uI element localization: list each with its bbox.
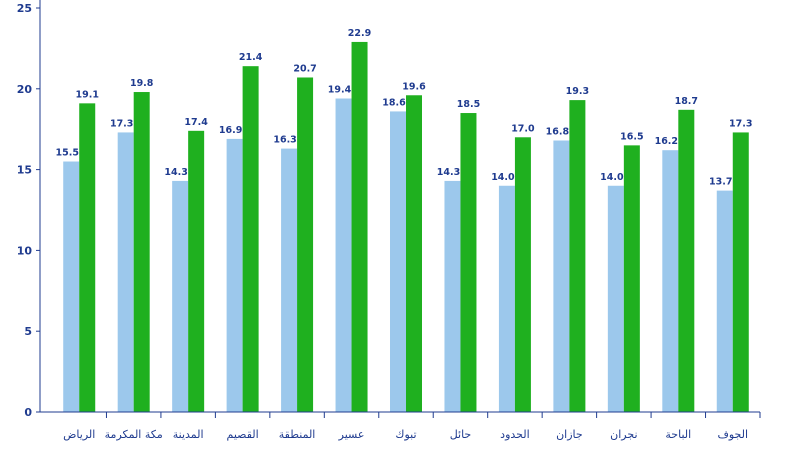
data-label: 16.8 <box>546 127 570 138</box>
bar-series-1 <box>607 185 624 412</box>
data-label: 15.5 <box>56 148 79 159</box>
bar-series-1 <box>226 138 243 412</box>
bar-series-2 <box>351 41 368 412</box>
bar-series-1 <box>281 148 298 413</box>
bar-series-1 <box>662 150 679 412</box>
bar-series-1 <box>172 180 189 412</box>
data-label: 19.4 <box>328 84 352 95</box>
y-axis: 0 5 10 15 20 25 <box>17 0 41 419</box>
bar-series-2 <box>79 103 96 413</box>
data-label: 18.6 <box>382 97 406 108</box>
x-tick-label: عسير <box>338 428 365 441</box>
data-label: 18.7 <box>675 96 698 107</box>
data-label: 14.3 <box>437 167 460 178</box>
data-label: 17.3 <box>110 118 133 129</box>
data-label: 14.0 <box>491 172 515 183</box>
x-tick-label: حائل <box>450 428 472 441</box>
x-tick-label: الحدود <box>500 428 530 441</box>
x-tick-label: تبوك <box>395 428 416 441</box>
bar-series-2 <box>569 100 586 412</box>
y-tick-label: 20 <box>17 83 33 96</box>
data-label: 19.1 <box>76 89 99 100</box>
data-label: 19.8 <box>130 78 154 89</box>
x-tick-label: نجران <box>610 428 637 441</box>
data-label: 16.9 <box>219 125 242 136</box>
bar-series-1 <box>716 190 733 412</box>
x-tick-label: المنطقة <box>279 428 316 441</box>
bar-series-2 <box>460 113 477 412</box>
y-tick-label: 15 <box>17 164 32 177</box>
y-tick-label: 5 <box>24 325 32 338</box>
data-label: 22.9 <box>348 28 371 39</box>
bar-series-2 <box>514 137 531 412</box>
data-labels: 15.5 19.1 17.3 19.8 14.3 17.4 16.9 21.4 16.3 20.7… <box>56 28 753 188</box>
data-label: 13.7 <box>709 177 732 188</box>
data-label: 18.5 <box>457 99 480 110</box>
bar-series-1 <box>498 185 515 412</box>
bar-series-2 <box>623 145 640 413</box>
y-tick-label: 10 <box>17 244 33 257</box>
data-label: 16.3 <box>273 135 296 146</box>
data-label: 20.7 <box>293 63 316 74</box>
data-label: 21.4 <box>239 52 263 63</box>
data-label: 16.2 <box>655 136 678 147</box>
data-label: 19.6 <box>402 81 426 92</box>
bar-series-1 <box>390 111 406 412</box>
bar-series-1 <box>335 98 352 412</box>
data-label: 17.3 <box>729 118 752 129</box>
bar-series-2 <box>678 109 695 413</box>
bars <box>63 41 749 413</box>
data-label: 14.3 <box>164 167 187 178</box>
y-tick-label: 0 <box>24 406 32 419</box>
bar-series-2 <box>406 95 422 412</box>
data-label: 17.4 <box>184 117 208 128</box>
bar-series-2 <box>188 130 205 413</box>
bar-series-2 <box>732 132 749 412</box>
data-label: 16.5 <box>620 131 643 142</box>
x-tick-label: القصيم <box>227 428 259 441</box>
data-label: 17.0 <box>511 123 535 134</box>
x-tick-label: جازان <box>556 428 583 441</box>
data-label: 14.0 <box>600 172 624 183</box>
x-tick-label: الجوف <box>717 428 748 441</box>
bar-series-2 <box>133 92 150 413</box>
bar-series-1 <box>553 140 570 412</box>
data-label: 19.3 <box>566 86 589 97</box>
x-axis: الرياض مكة المكرمة المدينة القصيم المنطقة عسي… <box>40 411 761 441</box>
x-tick-label: الباحة <box>665 428 691 441</box>
bar-series-1 <box>63 161 80 412</box>
x-tick-label: الرياض <box>63 428 95 441</box>
x-tick-label: مكة المكرمة <box>105 428 163 441</box>
bar-series-1 <box>444 180 461 412</box>
bar-series-1 <box>117 132 134 412</box>
bar-series-2 <box>242 66 259 413</box>
x-tick-label: المدينة <box>173 428 204 441</box>
bar-series-2 <box>297 77 314 412</box>
y-tick-label: 25 <box>17 2 32 15</box>
